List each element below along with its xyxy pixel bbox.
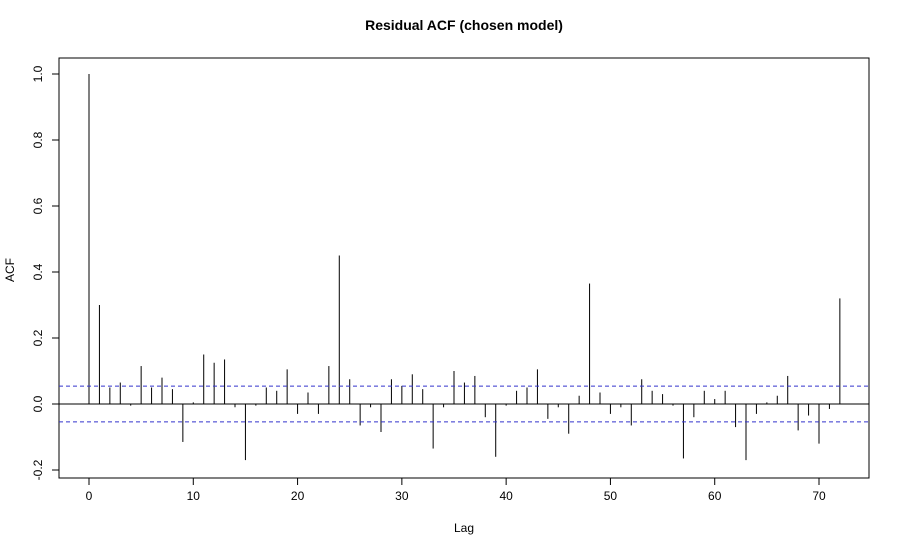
axis-ticks: 0 10 20 30 40 50 60 70 -0.2 0.0 0.2 0.4 0.6 0.8 1.0: [31, 65, 826, 503]
chart-title: Residual ACF (chosen model): [365, 17, 563, 33]
y-tick-label: 0.2: [31, 329, 45, 346]
x-tick-label: 50: [604, 489, 618, 503]
y-tick-label: 0.6: [31, 197, 45, 214]
x-axis-label: Lag: [454, 521, 474, 535]
y-tick-label: 0.8: [31, 131, 45, 148]
x-tick-label: 40: [499, 489, 513, 503]
y-tick-label: -0.2: [31, 459, 45, 480]
y-tick-label: 0.0: [31, 395, 45, 412]
acf-bars: [88, 74, 841, 461]
y-axis-label: ACF: [3, 258, 17, 282]
x-tick-label: 20: [291, 489, 305, 503]
y-tick-label: 0.4: [31, 263, 45, 280]
y-tick-label: 1.0: [31, 65, 45, 82]
x-tick-label: 60: [708, 489, 722, 503]
x-tick-label: 70: [812, 489, 826, 503]
plot-frame: [58, 57, 870, 479]
x-tick-label: 10: [187, 489, 201, 503]
x-tick-label: 30: [395, 489, 409, 503]
reference-lines: [59, 385, 869, 423]
x-tick-label: 0: [86, 489, 93, 503]
